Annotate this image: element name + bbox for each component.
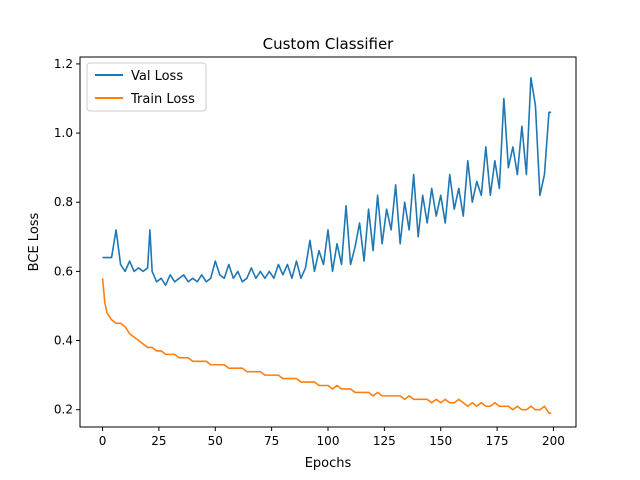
series-layer <box>101 76 552 414</box>
legend-label-val-loss: Val Loss <box>131 69 183 84</box>
series-line-val-loss <box>102 76 552 287</box>
y-tick-label: 0.4 <box>54 334 73 348</box>
x-tick-label: 150 <box>429 434 452 448</box>
x-axis-ticks: 0 25 50 75 100 125 150 175 200 <box>99 427 565 448</box>
chart-title: Custom Classifier <box>263 35 395 53</box>
y-axis-label: BCE Loss <box>27 212 42 271</box>
y-tick-label: 1.0 <box>54 126 73 140</box>
y-axis-ticks: 0.2 0.4 0.6 0.8 1.0 1.2 <box>54 57 80 417</box>
x-tick-label: 100 <box>317 434 340 448</box>
x-tick-label: 125 <box>373 434 396 448</box>
x-tick-label: 200 <box>542 434 565 448</box>
x-tick-label: 75 <box>264 434 279 448</box>
x-axis-label: Epochs <box>305 456 352 471</box>
legend: Val Loss Train Loss <box>86 62 207 112</box>
y-tick-label: 0.6 <box>54 264 73 278</box>
y-tick-label: 0.8 <box>54 195 73 209</box>
x-tick-label: 0 <box>99 434 107 448</box>
x-tick-label: 25 <box>151 434 166 448</box>
y-tick-label: 1.2 <box>54 57 73 71</box>
x-tick-label: 50 <box>208 434 223 448</box>
y-tick-label: 0.2 <box>54 403 73 417</box>
legend-label-train-loss: Train Loss <box>130 92 195 107</box>
x-tick-label: 175 <box>486 434 509 448</box>
series-line-train-loss <box>101 278 552 414</box>
